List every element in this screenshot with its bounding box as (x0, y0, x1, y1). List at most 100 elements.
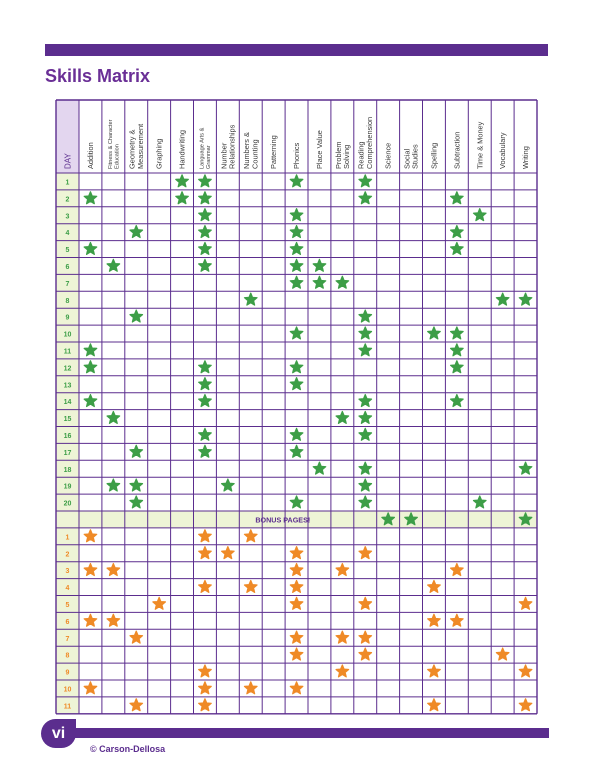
column-header-geometry-measurement: Geometry & (128, 130, 137, 169)
row-number-cell (56, 358, 79, 376)
row-number-cell (56, 544, 79, 562)
row-number: 17 (64, 450, 72, 457)
green-star-icon (289, 326, 304, 340)
green-star-icon (289, 275, 304, 289)
green-star-icon (175, 191, 189, 205)
column-header-patterning: Patterning (269, 135, 278, 169)
column-header-subtraction: Subtraction (452, 132, 461, 169)
orange-star-icon (289, 630, 304, 644)
column-header-language-arts-grammar: Language Arts & (200, 127, 206, 169)
green-star-icon (83, 360, 98, 374)
row-number-cell (56, 612, 79, 630)
row-number: 7 (66, 636, 70, 643)
row-number-cell (56, 663, 79, 680)
orange-star-icon (358, 630, 373, 644)
green-star-icon (358, 410, 373, 424)
column-header-spelling: Spelling (430, 143, 439, 169)
green-star-icon (289, 174, 304, 188)
green-star-icon (83, 393, 98, 408)
column-header-geometry-measurement: Measurement (136, 124, 145, 169)
green-star-icon (83, 191, 98, 205)
row-number: 16 (64, 433, 72, 440)
orange-star-icon (198, 579, 212, 593)
orange-star-icon (358, 647, 373, 661)
green-star-icon (518, 512, 533, 526)
column-header-reading-comprehension: Reading (357, 141, 366, 169)
green-star-icon (358, 393, 373, 408)
orange-star-icon (289, 546, 304, 560)
orange-star-icon (243, 681, 258, 695)
orange-star-icon (198, 698, 212, 712)
row-number-cell (56, 561, 79, 579)
row-number: 14 (64, 399, 72, 406)
green-star-icon (312, 461, 327, 475)
column-header-phonics: Phonics (292, 142, 301, 169)
column-header-language-arts-grammar: Grammar (206, 145, 212, 169)
green-star-icon (198, 393, 212, 408)
orange-star-icon (106, 613, 121, 627)
row-number-cell (56, 342, 79, 359)
day-header-cell (56, 100, 79, 173)
orange-star-icon (427, 613, 441, 627)
orange-star-icon (198, 529, 212, 543)
row-number-cell (56, 173, 79, 190)
green-star-icon (198, 208, 212, 222)
row-number: 4 (66, 230, 70, 237)
column-header-fitness-character-education: Education (115, 144, 121, 169)
green-star-icon (335, 410, 350, 424)
green-star-icon (289, 444, 304, 458)
green-star-icon (129, 224, 144, 239)
orange-star-icon (449, 613, 464, 627)
row-number-cell (56, 308, 79, 326)
green-star-icon (289, 258, 304, 272)
green-star-icon (106, 478, 121, 492)
green-star-icon (495, 292, 510, 306)
green-star-icon (198, 360, 212, 374)
orange-star-icon (358, 596, 373, 610)
orange-star-icon (518, 664, 533, 678)
green-star-icon (449, 224, 464, 239)
column-header-problem-solving: Solving (342, 145, 351, 169)
orange-star-icon (220, 546, 235, 560)
orange-star-icon (289, 596, 304, 610)
column-header-addition: Addition (86, 142, 95, 169)
orange-star-icon (106, 562, 121, 577)
orange-star-icon (358, 546, 373, 560)
row-number-cell (56, 477, 79, 495)
row-number: 1 (66, 534, 70, 541)
copyright-text: © Carson-Dellosa (90, 744, 166, 754)
green-star-icon (449, 191, 464, 205)
green-star-icon (449, 241, 464, 255)
top-bar (45, 44, 548, 56)
orange-star-icon (449, 562, 464, 577)
row-number-cell (56, 409, 79, 427)
green-star-icon (335, 275, 350, 289)
row-number: 9 (66, 670, 70, 677)
green-star-icon (198, 191, 212, 205)
orange-star-icon (335, 664, 350, 678)
row-number-cell (56, 189, 79, 207)
row-number-cell (56, 646, 79, 664)
green-star-icon (289, 377, 304, 391)
row-number: 6 (66, 264, 70, 271)
row-number: 20 (64, 501, 72, 508)
row-number: 10 (64, 686, 72, 693)
column-header-problem-solving: Problem (334, 141, 343, 169)
green-star-icon (449, 360, 464, 374)
orange-star-icon (152, 596, 167, 610)
green-star-icon (289, 360, 304, 374)
row-number: 18 (64, 467, 72, 474)
green-star-icon (358, 343, 373, 357)
column-header-time-money: Time & Money (475, 121, 484, 169)
green-star-icon (472, 495, 487, 509)
row-number: 3 (66, 213, 70, 220)
bottom-bar (73, 728, 549, 738)
row-number: 6 (66, 619, 70, 626)
row-number-cell (56, 527, 79, 545)
green-star-icon (472, 208, 487, 222)
row-number: 4 (66, 585, 70, 592)
green-star-icon (358, 191, 373, 205)
column-header-number-relationships: Number (219, 142, 228, 169)
column-header-reading-comprehension: Comprehension (365, 117, 374, 169)
green-star-icon (358, 427, 373, 441)
